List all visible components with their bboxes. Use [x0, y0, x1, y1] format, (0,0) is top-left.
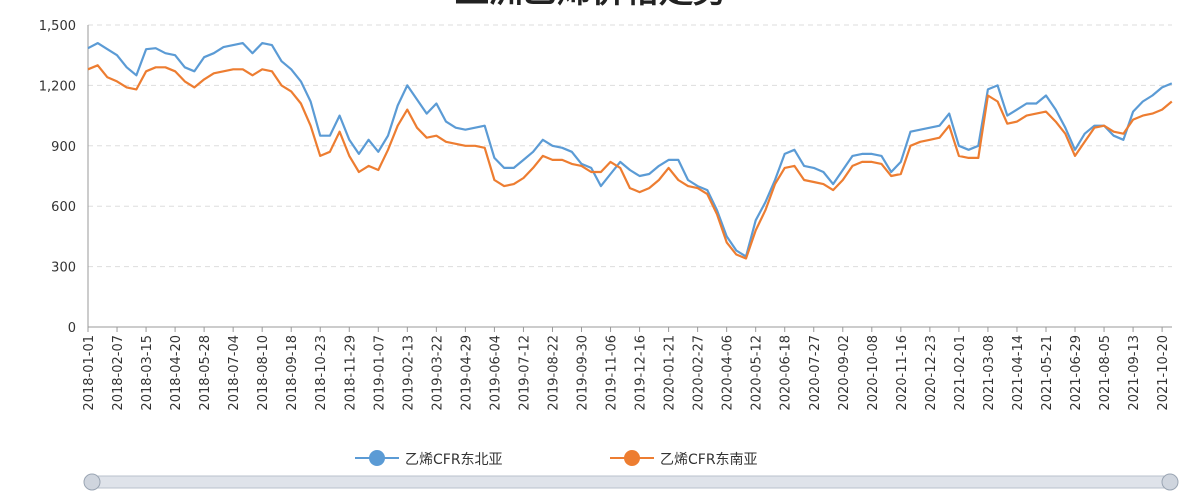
- x-tick-label: 2020-02-27: [692, 335, 707, 411]
- x-tick-label: 2018-01-01: [82, 335, 97, 411]
- x-tick-label: 2021-04-14: [1011, 335, 1026, 411]
- x-tick-label: 2018-09-18: [285, 335, 300, 411]
- x-tick-label: 2019-11-06: [605, 335, 620, 411]
- x-tick-label: 2020-07-27: [808, 335, 823, 411]
- x-tick-label: 2020-01-21: [663, 335, 678, 411]
- x-tick-label: 2020-10-08: [866, 335, 881, 411]
- slider-handle[interactable]: [1161, 473, 1179, 491]
- chart-title: 亚洲乙烯价格走势: [455, 0, 727, 11]
- x-tick-label: 2018-08-10: [256, 335, 271, 411]
- x-tick-label: 2018-10-23: [314, 335, 329, 411]
- legend-marker: [624, 450, 640, 466]
- x-tick-label: 2019-06-04: [488, 335, 503, 411]
- x-tick-label: 2019-12-16: [634, 335, 649, 411]
- x-tick-label: 2020-12-23: [924, 335, 939, 411]
- x-tick-label: 2021-06-29: [1069, 335, 1084, 411]
- legend-label: 乙烯CFR东北亚: [405, 452, 503, 468]
- x-tick-label: 2018-11-29: [343, 335, 358, 411]
- series-line: [87, 64, 1173, 260]
- x-tick-label: 2020-04-06: [721, 335, 736, 411]
- x-tick-label: 2021-09-13: [1127, 335, 1142, 411]
- y-tick-label: 900: [51, 140, 76, 155]
- y-tick-label: 0: [68, 321, 76, 336]
- legend-label: 乙烯CFR东南亚: [660, 452, 758, 468]
- x-tick-label: 2021-10-20: [1156, 335, 1171, 411]
- x-tick-label: 2018-02-07: [111, 335, 126, 411]
- series-line: [87, 42, 1173, 258]
- y-tick-label: 600: [51, 200, 76, 215]
- x-tick-label: 2020-09-02: [837, 335, 852, 411]
- x-tick-label: 2020-11-16: [895, 335, 910, 411]
- x-tick-label: 2019-01-07: [372, 335, 387, 411]
- x-tick-label: 2019-04-29: [459, 335, 474, 411]
- x-tick-label: 2018-03-15: [140, 335, 155, 411]
- x-tick-label: 2019-09-30: [576, 335, 591, 411]
- x-tick-label: 2018-05-28: [198, 335, 213, 411]
- x-tick-label: 2019-07-12: [517, 335, 532, 411]
- x-tick-label: 2019-08-22: [546, 335, 561, 411]
- x-tick-label: 2018-07-04: [227, 335, 242, 411]
- y-tick-label: 300: [51, 261, 76, 276]
- legend-marker: [369, 450, 385, 466]
- x-tick-label: 2021-02-01: [953, 335, 968, 411]
- x-tick-label: 2020-05-12: [750, 335, 765, 411]
- x-tick-label: 2021-08-05: [1098, 335, 1113, 411]
- x-tick-label: 2020-06-18: [779, 335, 794, 411]
- x-tick-label: 2021-05-21: [1040, 335, 1055, 411]
- slider-handle[interactable]: [83, 473, 101, 491]
- zoom-slider[interactable]: [87, 475, 1173, 489]
- y-tick-label: 1,500: [39, 19, 76, 34]
- x-tick-label: 2018-04-20: [169, 335, 184, 411]
- y-tick-label: 1,200: [39, 79, 76, 94]
- x-tick-label: 2019-03-22: [430, 335, 445, 411]
- x-tick-label: 2019-02-13: [401, 335, 416, 411]
- x-tick-label: 2021-03-08: [982, 335, 997, 411]
